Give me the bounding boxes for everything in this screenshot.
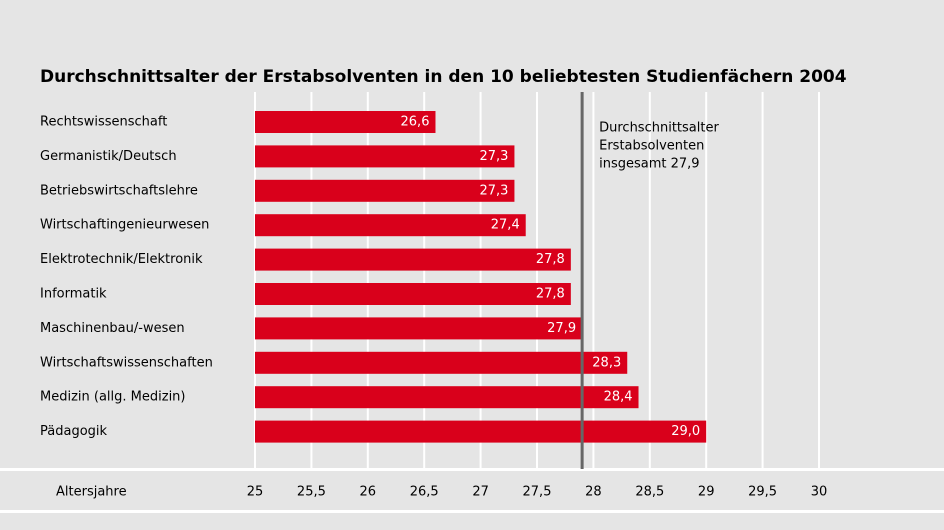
y-tick-label: Maschinenbau/-wesen	[40, 321, 185, 336]
value-label: 27,4	[491, 218, 520, 233]
y-tick-label: Rechtswissenschaft	[40, 115, 167, 130]
y-tick-label: Germanistik/Deutsch	[40, 149, 177, 164]
bar	[255, 283, 571, 305]
value-label: 28,3	[592, 355, 621, 370]
bar	[255, 214, 526, 237]
value-label: 27,3	[479, 183, 508, 198]
x-tick-label: 26,5	[410, 485, 439, 500]
x-tick-label: 25,5	[297, 485, 326, 500]
bar	[255, 351, 628, 374]
y-tick-label: Wirtschaftswissenschaften	[40, 355, 213, 370]
x-tick-label: 25	[247, 485, 264, 500]
y-tick-label: Informatik	[40, 287, 107, 302]
bar	[255, 386, 639, 409]
y-tick-label: Elektrotechnik/Elektronik	[40, 252, 203, 267]
x-tick-label: 28	[585, 485, 602, 500]
axis-band-line	[0, 468, 944, 471]
y-tick-label: Wirtschaftingenieurwesen	[40, 218, 209, 233]
x-tick-label: 26	[360, 485, 377, 500]
x-axis-label: Altersjahre	[56, 485, 127, 500]
value-label: 27,3	[479, 149, 508, 164]
value-label: 27,8	[536, 252, 565, 267]
x-tick-label: 27,5	[523, 485, 552, 500]
bar	[255, 317, 583, 340]
bar	[255, 145, 515, 168]
y-tick-label: Betriebswirtschaftslehre	[40, 183, 198, 198]
annotation: insgesamt 27,9	[599, 157, 699, 172]
annotation: Erstabsolventen	[599, 139, 704, 154]
bar	[255, 179, 515, 202]
value-label: 29,0	[671, 424, 700, 439]
y-tick-label: Medizin (allg. Medizin)	[40, 390, 186, 405]
x-tick-label: 27	[472, 485, 489, 500]
x-tick-label: 28,5	[635, 485, 664, 500]
x-tick-label: 29	[698, 485, 715, 500]
value-label: 28,4	[604, 390, 633, 405]
y-tick-label: Pädagogik	[40, 424, 108, 439]
x-tick-label: 30	[811, 485, 828, 500]
value-label: 27,9	[547, 321, 576, 336]
x-tick-label: 29,5	[748, 485, 777, 500]
annotation: Durchschnittsalter	[599, 121, 719, 136]
value-label: 27,8	[536, 287, 565, 302]
bar	[255, 420, 707, 443]
bar	[255, 111, 436, 133]
chart-title: Durchschnittsalter der Erstabsolventen i…	[40, 67, 847, 87]
bar	[255, 248, 571, 271]
value-label: 26,6	[401, 115, 430, 130]
bottom-band-line	[0, 510, 944, 513]
